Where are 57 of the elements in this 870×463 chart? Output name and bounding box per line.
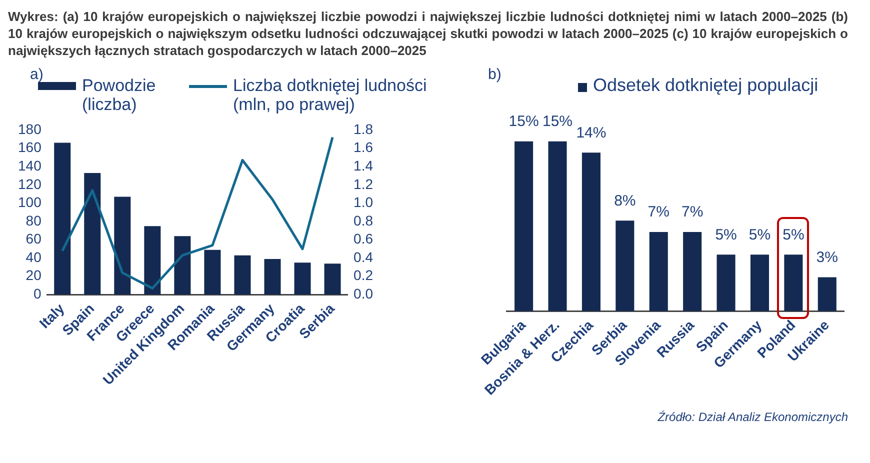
data-label: 14% xyxy=(576,124,606,142)
bar xyxy=(264,259,281,295)
data-label: 7% xyxy=(648,204,670,221)
legend-label: Odsetek dotkniętej populacji xyxy=(593,75,820,95)
chart-subtitle: a) xyxy=(30,66,44,83)
y-tick-label: 100 xyxy=(18,194,42,210)
legend-label: Liczba dotkniętej ludności (mln, po prawej) xyxy=(233,76,428,114)
bar xyxy=(144,226,161,295)
y2-tick-label: 0.4 xyxy=(354,248,374,265)
y2-tick-label: 1.6 xyxy=(354,139,374,156)
y2-tick-label: 0.8 xyxy=(354,212,374,228)
bar xyxy=(114,196,131,295)
bar xyxy=(716,254,736,312)
y2-tick-label: 1.0 xyxy=(354,194,374,210)
y-tick-label: 180 xyxy=(18,120,42,137)
y-tick-label: 60 xyxy=(26,230,42,247)
bar xyxy=(616,220,634,312)
y-tick-label: 120 xyxy=(18,176,42,192)
y2-tick-label: 1.2 xyxy=(354,176,374,192)
text: Wykres: (a) 10 krajów europejskich o największej liczbie powodzi i największej liczbie ludności dotkniętej nimi w latach 2000–2025 (b) 10 krajów europejskich o największym odsetku ludności odczuwającej skutki powodzi w latach 2000–2025 (c) 10 krajów europejskich o największych łącznych stratach gospodarczych w latach 2000–2025 xyxy=(8,8,848,59)
data-label: 15% xyxy=(508,112,539,130)
text: Źródło: Dział Analiz Ekonomicznych xyxy=(658,410,848,424)
bar xyxy=(683,232,702,312)
bar xyxy=(324,264,341,295)
y2-tick-label: 0.6 xyxy=(354,230,374,247)
bar xyxy=(818,277,836,312)
chart-title: b) xyxy=(488,66,502,83)
bar xyxy=(548,141,567,312)
data-label: 5% xyxy=(715,226,737,244)
bar xyxy=(84,173,101,295)
bar xyxy=(174,236,191,295)
data-label: 5% xyxy=(782,226,804,244)
y-tick-label: 20 xyxy=(26,267,42,284)
y-tick-label: 140 xyxy=(18,157,42,174)
bar xyxy=(294,262,311,295)
bar xyxy=(54,142,71,295)
bar xyxy=(649,232,668,312)
bar xyxy=(784,254,803,312)
bar xyxy=(234,255,251,295)
y-tick-label: 0 xyxy=(34,286,42,302)
data-label: 7% xyxy=(681,204,704,221)
data-label: 5% xyxy=(748,226,771,244)
y-tick-label: 160 xyxy=(18,139,42,156)
data-label: 3% xyxy=(816,248,838,266)
y2-tick-label: 0.2 xyxy=(354,267,374,284)
bar xyxy=(582,152,600,312)
y-tick-label: 80 xyxy=(26,212,42,228)
bar xyxy=(514,141,534,312)
data-label: 8% xyxy=(614,192,636,210)
legend-label: Powodzie (liczba) xyxy=(82,76,157,114)
y2-tick-label: 1.8 xyxy=(354,120,374,137)
y2-tick-label: 0.0 xyxy=(354,286,374,302)
y-tick-label: 40 xyxy=(26,248,42,265)
bar xyxy=(750,254,770,312)
bar xyxy=(204,250,221,295)
data-label: 15% xyxy=(542,112,573,130)
y2-tick-label: 1.4 xyxy=(354,157,374,174)
